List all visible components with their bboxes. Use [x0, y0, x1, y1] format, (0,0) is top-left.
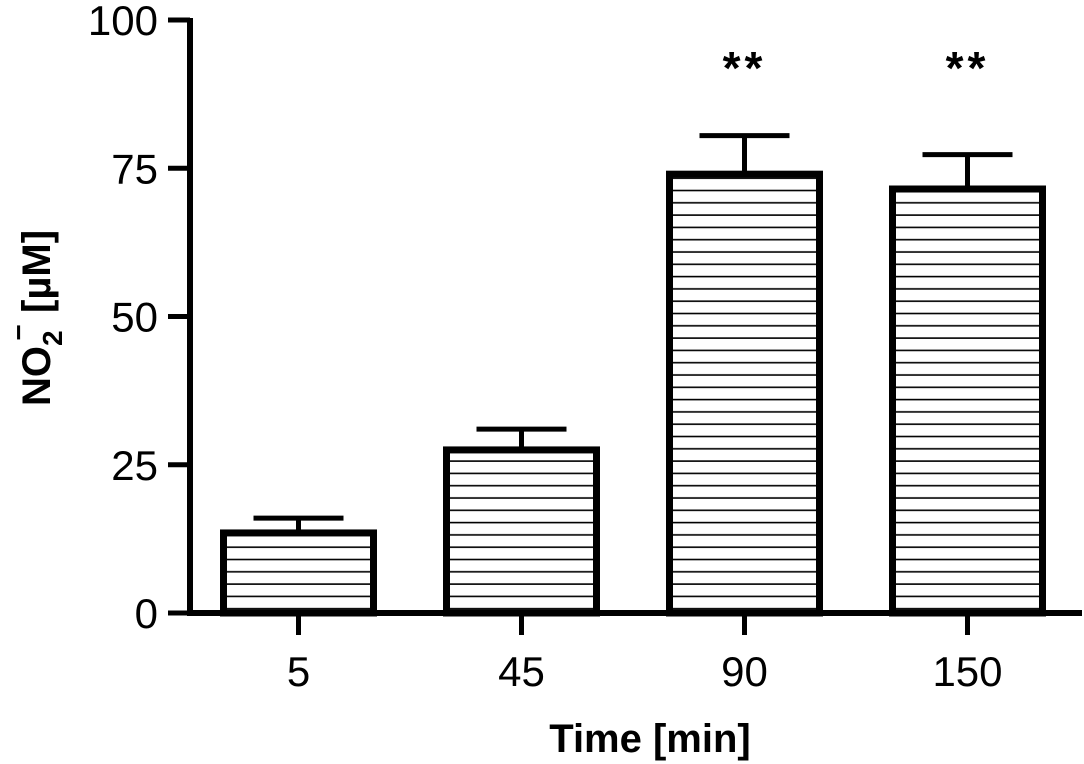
- y-tick-label-25: 25: [111, 442, 158, 489]
- bar-45: [443, 446, 600, 617]
- y-axis-title: NO2− [µM]: [3, 230, 68, 406]
- y-axis-title-subscript: 2: [37, 330, 68, 346]
- y-tick-label-75: 75: [111, 145, 158, 192]
- x-axis-title: Time [min]: [549, 717, 751, 761]
- significance-marker-90: **: [723, 42, 767, 94]
- x-tick-label-45: 45: [498, 648, 545, 695]
- y-tick-label-50: 50: [111, 294, 158, 341]
- bar-5: [220, 529, 377, 617]
- bars-layer: [220, 133, 1046, 617]
- significance-marker-150: **: [946, 42, 990, 94]
- y-tick-label-100: 100: [88, 0, 158, 44]
- x-tick-label-5: 5: [287, 648, 310, 695]
- bar-90: [666, 170, 823, 617]
- y-axis-title-unit: [µM]: [15, 230, 59, 324]
- bar-150: [889, 185, 1046, 617]
- labels-layer: 5 45 90 ** 150 ** 0 25 50 75 100: [88, 0, 1003, 695]
- y-axis-title-superscript: −: [3, 324, 34, 340]
- x-tick-label-90: 90: [721, 648, 768, 695]
- x-tick-label-150: 150: [932, 648, 1002, 695]
- axes: [168, 17, 1082, 635]
- y-axis-title-main: NO: [15, 346, 59, 406]
- y-tick-label-0: 0: [135, 590, 158, 637]
